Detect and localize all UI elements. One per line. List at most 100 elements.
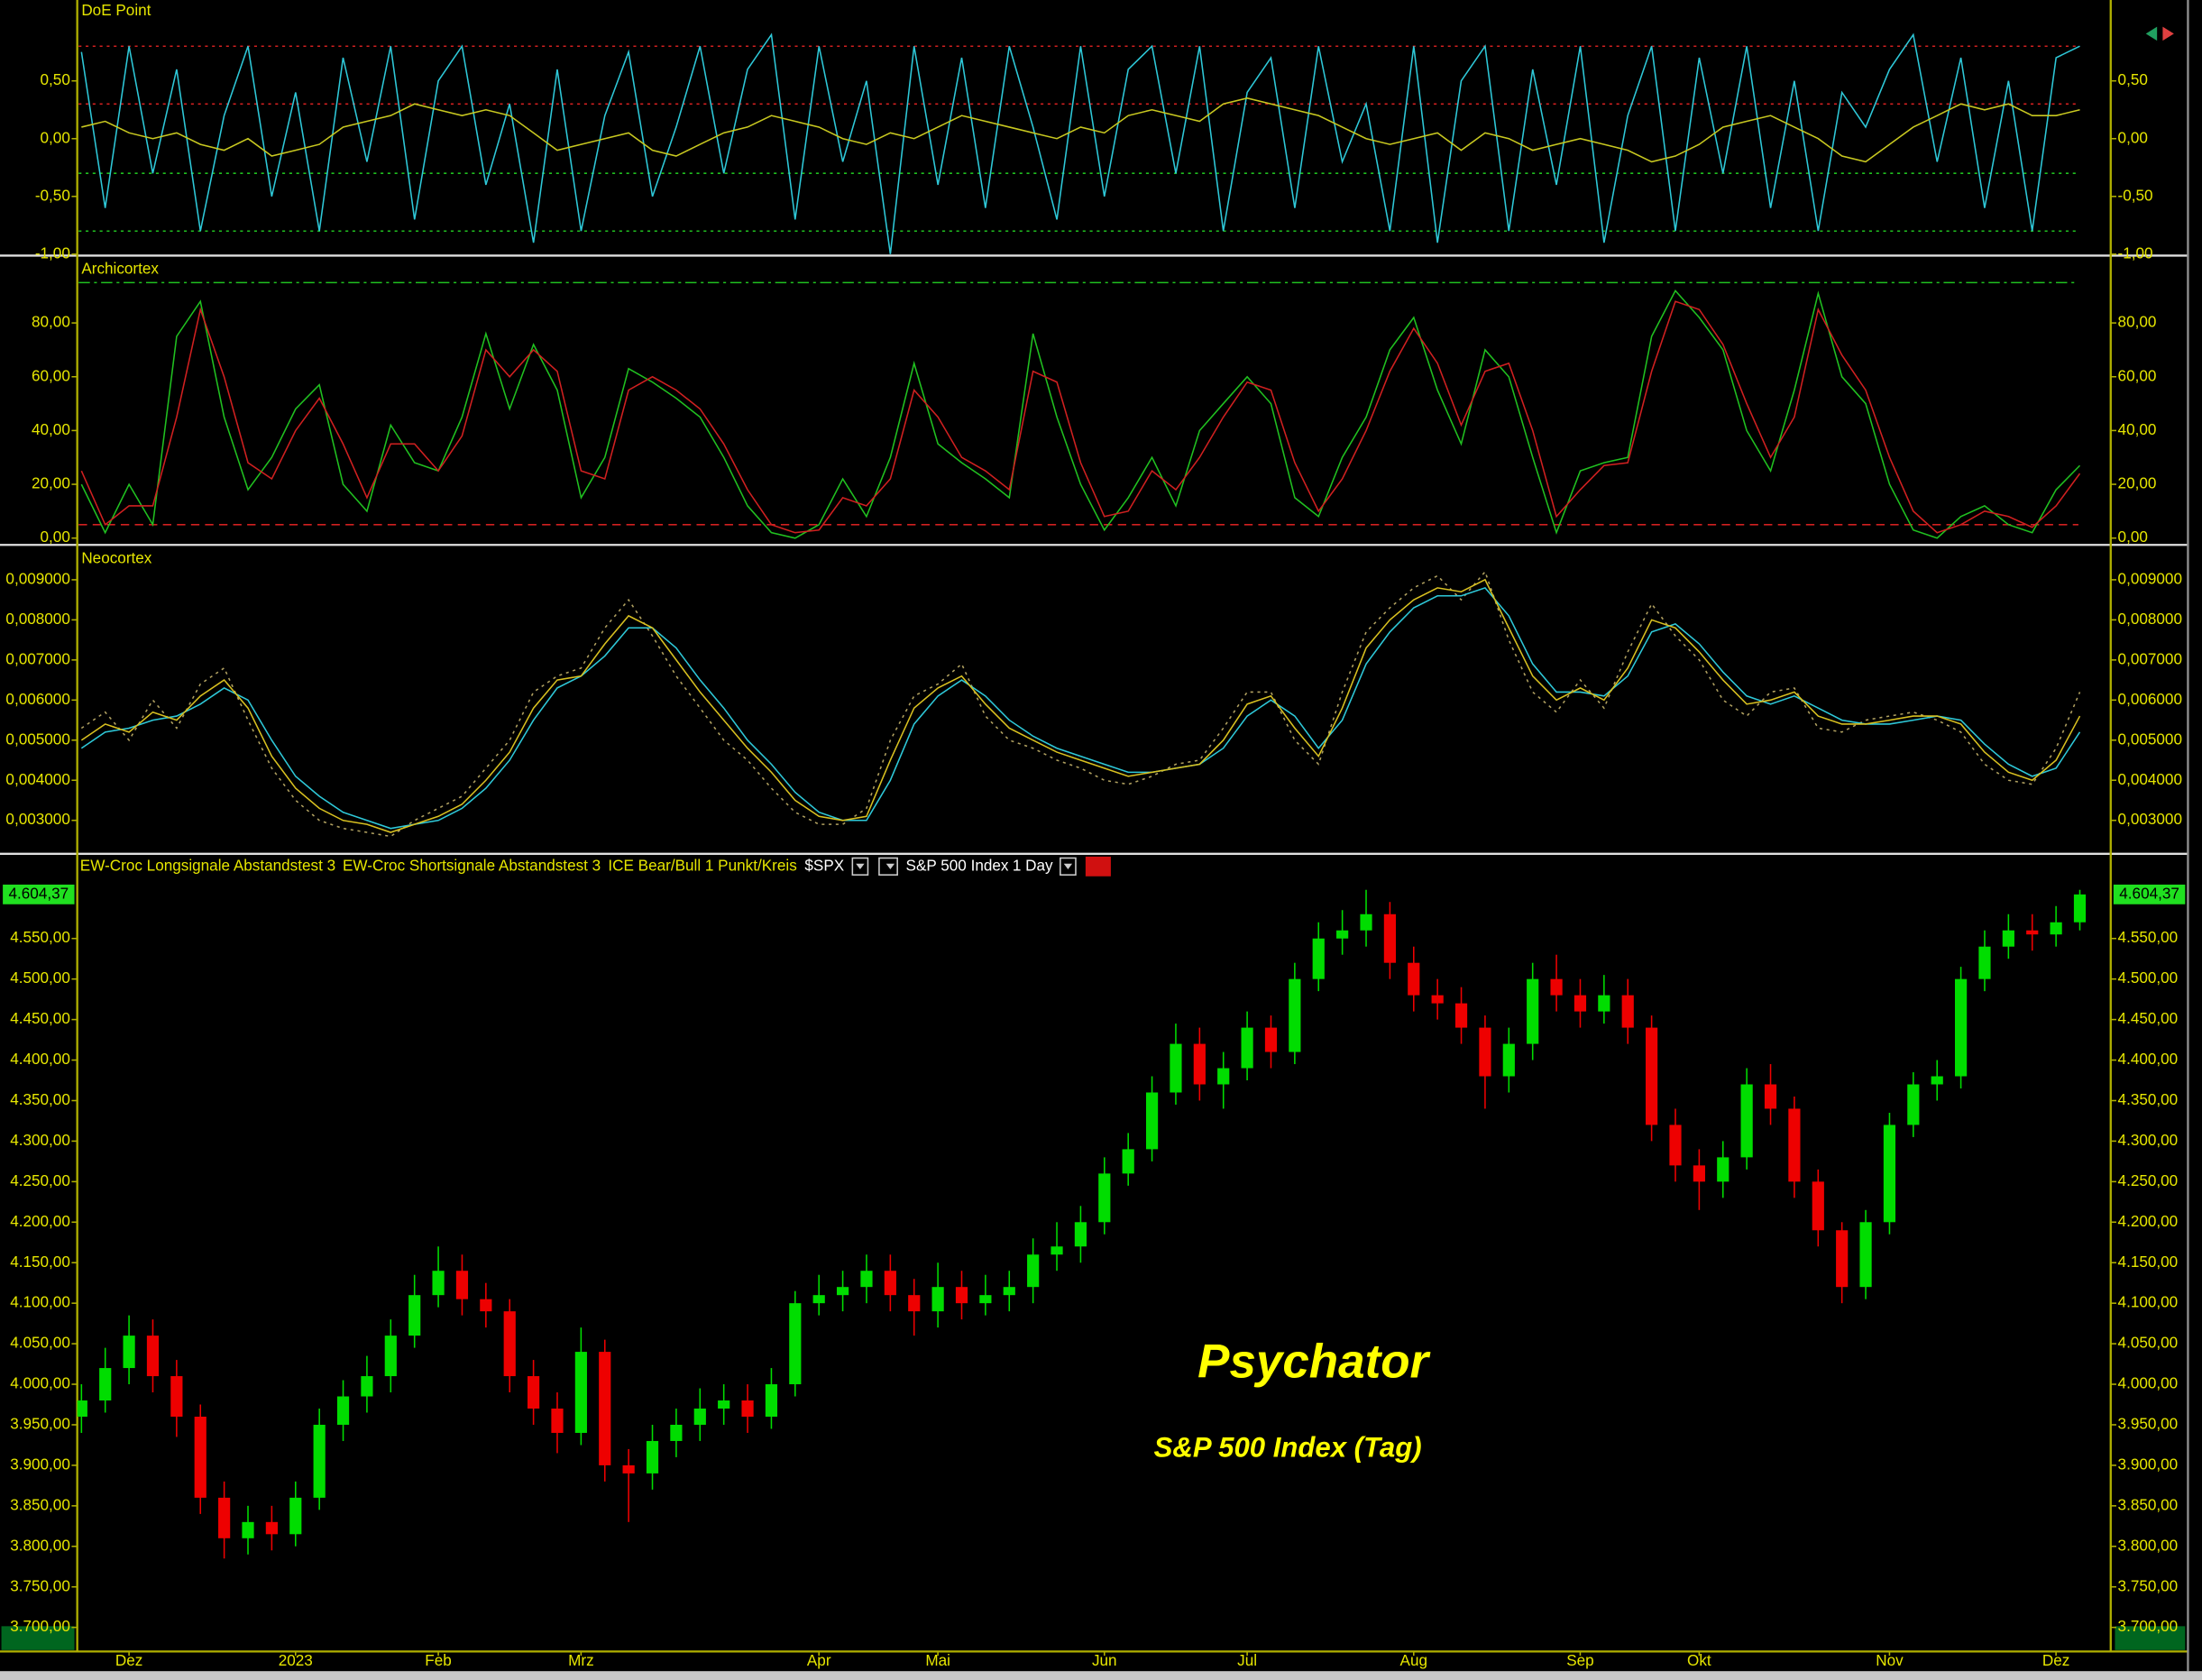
candle-body: [884, 1271, 896, 1296]
candle-body: [1312, 938, 1325, 979]
candle-body: [1883, 1125, 1896, 1223]
indicator-name: ICE Bear/Bull 1 Punkt/Kreis: [608, 856, 796, 874]
y-tick-label-right: 0,004000: [2118, 770, 2182, 788]
y-tick-label: 0,50: [41, 70, 70, 88]
annotation-subtitle: S&P 500 Index (Tag): [1154, 1431, 1422, 1463]
panel: [78, 32, 2080, 254]
y-tick-label: 40,00: [32, 420, 70, 438]
x-tick-label: Mai: [925, 1651, 950, 1669]
y-tick-label-right: -1,00: [2118, 243, 2153, 262]
y-tick-label-right: 3.850,00: [2118, 1495, 2179, 1513]
dropdown[interactable]: [851, 857, 869, 876]
y-tick-label: -1,00: [35, 243, 70, 262]
panel-title: Archicortex: [81, 260, 159, 278]
panel: [77, 889, 2087, 1559]
y-tick-label: 4.000,00: [10, 1374, 70, 1392]
candle-body: [1170, 1043, 1182, 1093]
candle-body: [1764, 1084, 1777, 1109]
candle-body: [2026, 930, 2039, 935]
candle-body: [265, 1521, 278, 1535]
candle-body: [979, 1295, 992, 1304]
dropdown[interactable]: [878, 857, 898, 876]
y-tick-label-right: 3.900,00: [2118, 1455, 2179, 1473]
symbol: $SPX: [804, 856, 844, 874]
y-tick-label: 3.700,00: [10, 1617, 70, 1635]
annotation-title: Psychator: [1197, 1336, 1430, 1389]
series-line: [80, 300, 2081, 534]
dropdown-arrow[interactable]: [856, 863, 865, 869]
scrollbar[interactable]: [0, 1671, 2202, 1680]
candle-body: [1264, 1027, 1278, 1052]
realtime-button[interactable]: [1085, 856, 1111, 877]
y-tick-label: 4.050,00: [10, 1334, 70, 1352]
y-tick-label: 3.900,00: [10, 1455, 70, 1473]
candle-body: [1241, 1027, 1253, 1069]
price-header: EW-Croc Longsignale Abstandstest 3 EW-Cr…: [80, 856, 1111, 877]
candle-body: [455, 1271, 469, 1299]
y-tick-label-right: 0,00: [2118, 528, 2148, 546]
y-tick-label: 4.200,00: [10, 1212, 70, 1230]
y-tick-label-right: 0,005000: [2118, 730, 2182, 748]
y-tick-label-right: 4.200,00: [2118, 1212, 2179, 1230]
x-tick-label: Jun: [1092, 1651, 1117, 1669]
candle-body: [1098, 1173, 1111, 1223]
candle-body: [1669, 1125, 1682, 1166]
y-tick-label-right: 3.800,00: [2118, 1536, 2179, 1554]
y-tick-label-right: 4.450,00: [2118, 1009, 2179, 1027]
dropdown[interactable]: [1060, 857, 1077, 876]
y-tick-label: 4.500,00: [10, 969, 70, 987]
y-tick-label-right: 60,00: [2118, 366, 2157, 384]
candle-body: [836, 1287, 849, 1296]
candle-body: [1978, 946, 1991, 979]
y-tick-label: 4.100,00: [10, 1293, 70, 1311]
y-tick-label-right: 4.400,00: [2118, 1050, 2179, 1068]
candle-body: [1931, 1076, 1943, 1085]
y-tick-label-right: 0,00: [2118, 128, 2148, 146]
y-tick-label: 0,007000: [5, 649, 69, 667]
nav-arrows[interactable]: [2145, 26, 2174, 41]
x-tick-label: Aug: [1400, 1651, 1427, 1669]
candle-body: [789, 1303, 802, 1385]
y-tick-label: 0,008000: [5, 610, 69, 628]
candle-body: [646, 1440, 659, 1473]
x-tick-label: Dez: [2042, 1651, 2069, 1669]
y-tick-label-right: 0,50: [2118, 70, 2148, 88]
candle-body: [1003, 1287, 1015, 1296]
candle-body: [574, 1352, 587, 1433]
dropdown-arrow[interactable]: [885, 863, 895, 869]
candle-body: [1383, 913, 1396, 963]
candle-body: [1431, 995, 1444, 1004]
y-tick-label-right: 20,00: [2118, 474, 2157, 492]
nav-left[interactable]: [2145, 26, 2158, 41]
y-tick-label-right: 4.550,00: [2118, 928, 2179, 946]
candle-body: [1788, 1108, 1801, 1182]
candle-body: [1122, 1149, 1134, 1174]
candle-body: [123, 1336, 135, 1369]
candle-body: [1145, 1092, 1159, 1150]
candle-body: [955, 1287, 968, 1304]
candle-body: [1051, 1246, 1063, 1255]
last-price-box: [3, 884, 75, 904]
instrument: S&P 500 Index: [906, 856, 1009, 874]
nav-right[interactable]: [2162, 26, 2174, 41]
candle-body: [503, 1311, 516, 1377]
y-tick-label: 20,00: [32, 474, 70, 492]
x-tick-label: Dez: [115, 1651, 142, 1669]
candle-body: [2073, 894, 2087, 923]
y-tick-label: 4.300,00: [10, 1131, 70, 1149]
last-price-box: [2113, 884, 2186, 904]
candle-body: [1408, 962, 1420, 996]
y-tick-label: 0,009000: [5, 569, 69, 587]
candle-body: [1621, 995, 1634, 1028]
x-tick-label: 2023: [279, 1651, 313, 1669]
y-tick-label: 3.800,00: [10, 1536, 70, 1554]
y-tick-label: 0,005000: [5, 730, 69, 748]
candle-body: [1693, 1165, 1705, 1182]
candle-body: [1527, 978, 1539, 1044]
candle-body: [170, 1376, 183, 1417]
candle-body: [812, 1295, 825, 1304]
candle-body: [1954, 978, 1968, 1077]
dropdown-arrow[interactable]: [1063, 863, 1073, 869]
